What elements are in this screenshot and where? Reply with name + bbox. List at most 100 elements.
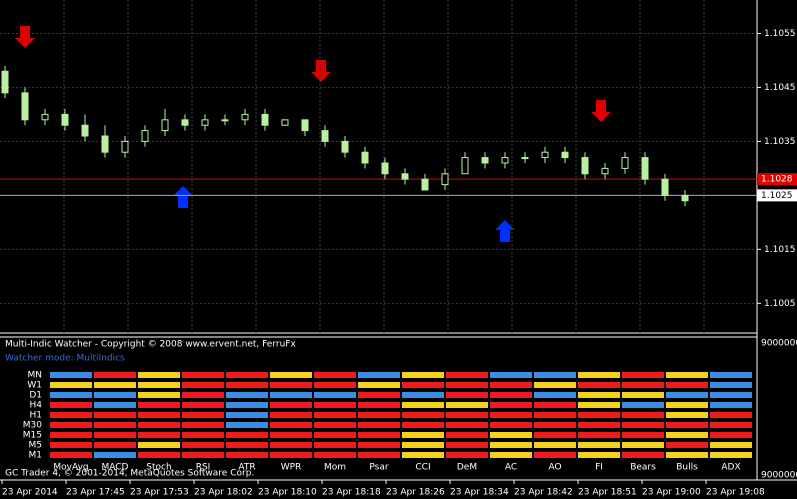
time-label: 23 Apr 17:53 (130, 488, 189, 498)
candle-body (101, 135, 109, 153)
candle-body (401, 173, 409, 180)
y-tick-label: 1.1045 (764, 83, 796, 93)
signal-cell (94, 442, 136, 448)
signal-cell (270, 392, 312, 398)
signal-cell (270, 412, 312, 418)
signal-cell (490, 392, 532, 398)
signal-cell (94, 382, 136, 388)
signal-cell (578, 452, 620, 458)
signal-cell (94, 392, 136, 398)
signal-cell (446, 382, 488, 388)
candle-body (301, 119, 309, 132)
signal-cell (446, 412, 488, 418)
signal-cell (270, 382, 312, 388)
signal-cell (182, 372, 224, 378)
signal-cell (50, 372, 92, 378)
row-label: D1 (29, 391, 42, 401)
price-label: 1.1028 (761, 175, 793, 185)
signal-cell (622, 422, 664, 428)
signal-cell (226, 372, 268, 378)
candle-body (1, 70, 9, 94)
time-label: 23 Apr 18:10 (258, 488, 317, 498)
signal-cell (314, 452, 356, 458)
buy-arrow (173, 186, 193, 208)
signal-cell (182, 452, 224, 458)
signal-cell (490, 382, 532, 388)
time-label: 23 Apr 18:02 (194, 488, 253, 498)
signal-cell (446, 432, 488, 438)
signal-cell (490, 452, 532, 458)
candle-body (501, 157, 509, 164)
signal-cell (578, 372, 620, 378)
signal-cell (270, 402, 312, 408)
signal-cell (138, 442, 180, 448)
signal-cell (666, 442, 708, 448)
signal-cell (138, 422, 180, 428)
signal-cell (402, 422, 444, 428)
column-label: WPR (281, 463, 302, 473)
column-label: MovAvg (53, 463, 88, 473)
signal-cell (50, 382, 92, 388)
signal-cell (94, 412, 136, 418)
row-label: W1 (27, 381, 42, 391)
signal-cell (358, 372, 400, 378)
signal-cell (446, 452, 488, 458)
candle-body (161, 119, 169, 132)
column-label: RSI (196, 463, 211, 473)
signal-cell (94, 422, 136, 428)
signal-cell (622, 452, 664, 458)
candle-body (421, 178, 429, 191)
candle-body (201, 119, 209, 126)
signal-cell (578, 422, 620, 428)
signal-cell (622, 442, 664, 448)
signal-cell (314, 402, 356, 408)
time-label: 23 Apr 18:18 (322, 488, 381, 498)
column-label: Bears (630, 463, 656, 473)
candle-body (341, 140, 349, 153)
column-label: ATR (238, 463, 255, 473)
signal-cell (182, 412, 224, 418)
signal-cell (534, 402, 576, 408)
column-label: FI (595, 463, 603, 473)
signal-cell (446, 442, 488, 448)
signal-cell (622, 412, 664, 418)
candle-body (481, 157, 489, 164)
signal-cell (578, 382, 620, 388)
column-label: CCI (415, 463, 430, 473)
signal-cell (358, 412, 400, 418)
signal-cell (534, 382, 576, 388)
y-tick-label: 1.1055 (764, 29, 796, 39)
signal-cell (578, 432, 620, 438)
time-label: 23 Apr 18:34 (450, 488, 509, 498)
signal-cell (710, 452, 752, 458)
time-label: 23 Apr 2014 (2, 488, 58, 498)
time-label: 23 Apr 18:26 (386, 488, 445, 498)
candle-body (221, 119, 229, 122)
signal-cell (270, 442, 312, 448)
signal-cell (50, 422, 92, 428)
signal-cell (314, 422, 356, 428)
signal-cell (446, 422, 488, 428)
signal-cell (490, 442, 532, 448)
signal-cell (402, 372, 444, 378)
column-label: Stoch (146, 463, 171, 473)
candle-body (361, 151, 369, 164)
candle-body (681, 194, 689, 202)
signal-cell (50, 402, 92, 408)
signal-cell (666, 452, 708, 458)
signal-cell (138, 372, 180, 378)
sell-arrow (591, 100, 611, 122)
signal-cell (270, 422, 312, 428)
signal-cell (446, 402, 488, 408)
signal-cell (446, 392, 488, 398)
signal-cell (50, 392, 92, 398)
candle-body (41, 113, 49, 121)
signal-cell (138, 382, 180, 388)
signal-cell (710, 402, 752, 408)
signal-cell (710, 372, 752, 378)
signal-cell (94, 452, 136, 458)
signal-cell (402, 402, 444, 408)
row-label: M1 (29, 451, 43, 461)
time-label: 23 Apr 18:42 (514, 488, 573, 498)
